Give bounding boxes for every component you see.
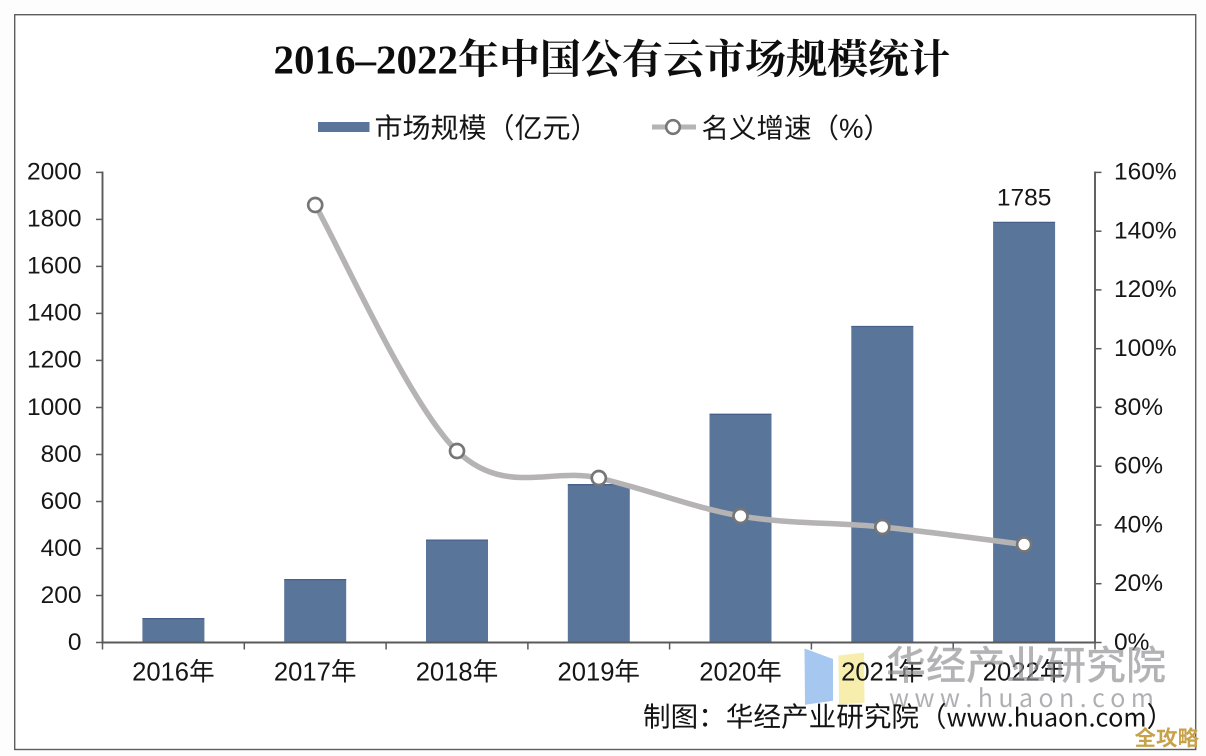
svg-text:160%: 160% — [1114, 159, 1177, 186]
svg-text:20%: 20% — [1114, 570, 1163, 597]
svg-text:2016: 2016 — [132, 659, 189, 687]
svg-text:100%: 100% — [1114, 335, 1177, 362]
svg-text:400: 400 — [41, 535, 82, 562]
svg-text:1785: 1785 — [997, 185, 1052, 212]
svg-text:0: 0 — [68, 629, 82, 656]
svg-text:1000: 1000 — [27, 394, 82, 421]
svg-text:600: 600 — [41, 488, 82, 515]
svg-text:800: 800 — [41, 441, 82, 468]
svg-text:80%: 80% — [1114, 394, 1163, 421]
svg-text:120%: 120% — [1114, 276, 1177, 303]
svg-text:200: 200 — [41, 582, 82, 609]
svg-text:2017: 2017 — [274, 659, 331, 687]
svg-text:1200: 1200 — [27, 347, 82, 374]
svg-text:1600: 1600 — [27, 253, 82, 280]
svg-text:2019: 2019 — [558, 659, 615, 687]
svg-text:60%: 60% — [1114, 453, 1163, 480]
svg-text:1800: 1800 — [27, 206, 82, 233]
svg-text:1400: 1400 — [27, 300, 82, 327]
svg-text:140%: 140% — [1114, 218, 1177, 245]
svg-text:40%: 40% — [1114, 511, 1163, 538]
svg-text:2000: 2000 — [27, 159, 82, 186]
svg-text:2018: 2018 — [416, 659, 473, 687]
svg-text:2020: 2020 — [699, 659, 756, 687]
